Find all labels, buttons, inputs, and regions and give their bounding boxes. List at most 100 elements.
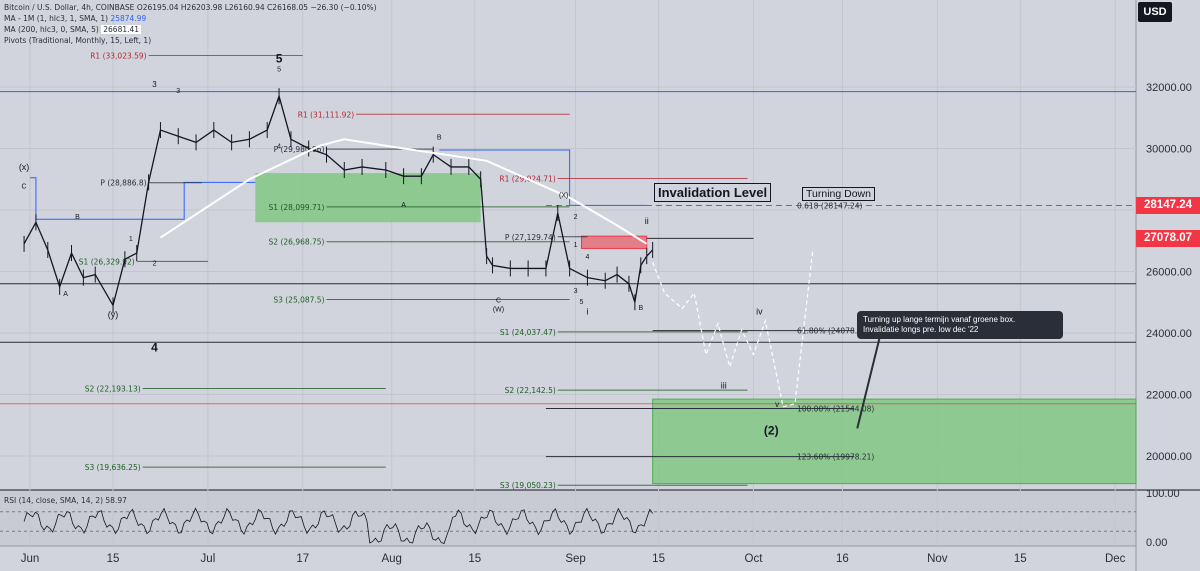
x-tick-label: Nov [927, 553, 948, 565]
pivot-label: S3 (19,636.25) [85, 463, 141, 472]
price-tag-2[interactable]: 27078.07 [1136, 229, 1200, 247]
wave-label: A [401, 202, 406, 209]
pivot-label: S1 (24,037.47) [500, 328, 556, 337]
callout-pointer [856, 335, 881, 429]
pivot-label: S1 (28,099.71) [269, 203, 325, 212]
x-tick-label: 16 [836, 553, 849, 565]
price-series-line [23, 94, 654, 308]
x-tick-label: Dec [1105, 553, 1126, 565]
target-green-box [652, 398, 1137, 485]
x-tick-label: Aug [381, 553, 401, 565]
wave-label: 2 [153, 260, 157, 267]
y-tick-label: 26000.00 [1146, 267, 1192, 279]
wave-label: v [775, 400, 779, 409]
pivot-label: S2 (26,968.75) [269, 238, 325, 247]
legend-ma1-label: MA - 1M (1, hlc3, 1, SMA, 1) [4, 14, 109, 23]
fib-level-label: 123.60% (19978.21) [797, 453, 874, 462]
wave-label: 5 [276, 51, 283, 65]
legend-ma2-row[interactable]: MA (200, hlc3, 0, SMA, 5) 26681.41 [4, 24, 377, 35]
rsi-legend: RSI (14, close, SMA, 14, 2) 58.97 [4, 496, 127, 505]
x-tick-label: 15 [652, 553, 665, 565]
ma-200-line [159, 138, 648, 245]
wave-label: ii [645, 216, 649, 226]
wave-label: C [496, 297, 501, 304]
wave-label: (X) [559, 193, 568, 200]
rsi-tick-label: 0.00 [1146, 537, 1167, 549]
wave-label: (x) [19, 162, 30, 172]
currency-button[interactable]: USD [1138, 2, 1172, 22]
rsi-pane [0, 490, 1136, 546]
rsi-line [23, 507, 653, 545]
wave-label: 3 [574, 288, 578, 295]
legend-ma1-value: 25874.99 [110, 14, 147, 23]
x-tick-label: 15 [1014, 553, 1027, 565]
fib-level-label: 0.618 (28147.24) [797, 201, 863, 210]
legend-pivots-row[interactable]: Pivots (Traditional, Monthly, 15, Left, … [4, 35, 377, 46]
wave-label: 3 [152, 80, 157, 89]
y-tick-label: 32000.00 [1146, 82, 1192, 94]
legend-ma2-value: 26681.41 [101, 25, 142, 34]
pivot-label: S1 (26,329.92) [79, 257, 135, 266]
y-tick-label: 30000.00 [1146, 144, 1192, 156]
callout-line-1: Turning up lange termijn vanaf groene bo… [863, 315, 1016, 324]
legend-title-row: Bitcoin / U.S. Dollar, 4h, COINBASE O261… [4, 2, 377, 13]
wave-label: 4 [585, 254, 589, 261]
wave-label: iv [756, 307, 763, 317]
fib-level-label: 100.00% (21544.08) [797, 405, 874, 414]
turning-down-label: Turning Down [802, 187, 875, 201]
x-tick-label: Oct [745, 553, 764, 565]
legend-title: Bitcoin / U.S. Dollar, 4h, COINBASE [4, 3, 135, 12]
wave-label: 1 [129, 236, 133, 243]
wave-label: B [638, 305, 643, 312]
pivot-label: R1 (31,111.92) [298, 110, 354, 119]
wave-label: (y) [108, 310, 119, 320]
wave-label: 5 [277, 67, 281, 74]
legend-ma2-label: MA (200, hlc3, 0, SMA, 5) [4, 25, 99, 34]
legend-pivots-label: Pivots (Traditional, Monthly, 15, Left, … [4, 36, 152, 45]
rsi-tick-label: 100.00 [1146, 488, 1180, 500]
pivot-label: P (29,980.96) [274, 145, 325, 154]
wave-label: 1 [574, 242, 578, 249]
wave-label: (W) [493, 306, 504, 313]
pivot-label: S3 (25,087.5) [273, 296, 324, 305]
wave-label: (2) [764, 423, 779, 437]
wave-label: 3 [176, 88, 180, 95]
x-tick-label: 15 [107, 553, 120, 565]
wave-label: 4 [277, 144, 281, 151]
callout-note: Turning up lange termijn vanaf groene bo… [857, 311, 1063, 339]
green-zone-box [255, 173, 481, 223]
wave-label: 4 [151, 340, 158, 354]
x-tick-label: Jul [201, 553, 216, 565]
callout-line-2: Invalidatie longs pre. low dec '22 [863, 325, 979, 334]
invalidation-zone-box [580, 235, 648, 249]
pivot-label: S2 (22,142.5) [505, 386, 556, 395]
y-tick-label: 22000.00 [1146, 390, 1192, 402]
y-tick-label: 20000.00 [1146, 451, 1192, 463]
wave-label: B [437, 134, 442, 141]
y-tick-label: 24000.00 [1146, 328, 1192, 340]
projection-path [652, 249, 814, 408]
legend-ohlc: O26195.04 H26203.98 L26160.94 C26168.05 … [136, 3, 377, 12]
wave-label: i [586, 307, 588, 317]
pivot-label: P (27,129.74) [505, 233, 556, 242]
pivot-label: R1 (33,023.59) [90, 52, 146, 61]
wave-label: B [75, 214, 80, 221]
legend: Bitcoin / U.S. Dollar, 4h, COINBASE O261… [4, 2, 377, 46]
pivot-label: S3 (19,050.23) [500, 481, 556, 490]
price-tag-1[interactable]: 28147.24 [1136, 196, 1200, 214]
wave-label: 2 [574, 214, 578, 221]
wave-label: iii [721, 380, 727, 390]
fib-level-label: 61.80% (24078.67) [797, 327, 870, 336]
legend-ma1-row[interactable]: MA - 1M (1, hlc3, 1, SMA, 1) 25874.99 [4, 13, 377, 24]
x-tick-label: Sep [565, 553, 585, 565]
x-tick-label: 15 [468, 553, 481, 565]
x-tick-label: Jun [21, 553, 40, 565]
wave-label: 5 [580, 299, 584, 306]
pivot-label: P (28,886.8) [100, 179, 146, 188]
wave-label: A [63, 291, 68, 298]
invalidation-label: Invalidation Level [654, 183, 772, 202]
pivot-label: S2 (22,193.13) [85, 385, 141, 394]
x-tick-label: 17 [296, 553, 309, 565]
wave-label: C [22, 183, 27, 190]
